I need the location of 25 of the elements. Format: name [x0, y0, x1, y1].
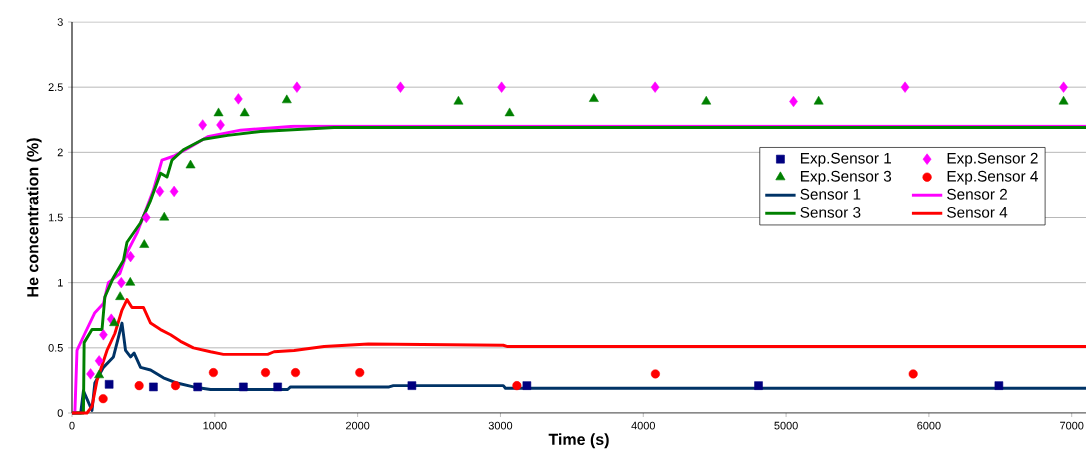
x-tick-label: 5000: [774, 421, 798, 430]
x-tick-label: 3000: [488, 421, 513, 430]
y-tick-label: 1: [58, 278, 63, 287]
legend-label: Sensor 2: [947, 188, 1007, 200]
y-tick-label: 0: [57, 409, 63, 417]
legend-label: Sensor 4: [947, 206, 1008, 218]
y-tick-label: 2.5: [48, 83, 63, 92]
legend-label: Exp.Sensor 1: [800, 152, 892, 167]
legend-label: Sensor 1: [800, 188, 861, 200]
y-tick-label: 1.5: [48, 213, 63, 222]
y-tick-label: 3: [57, 18, 63, 26]
legend-label: Exp.Sensor 3: [800, 170, 892, 185]
x-tick-label: 1000: [203, 421, 227, 430]
x-axis-title: Time (s): [548, 433, 609, 449]
x-tick-label: 4000: [631, 421, 655, 430]
y-tick-label: 2: [57, 148, 63, 157]
y-axis-title: He concentration (%): [26, 138, 42, 297]
y-tick-label: 0.5: [48, 343, 63, 352]
legend-label: Exp.Sensor 2: [947, 152, 1038, 167]
legend-label: Sensor 3: [800, 206, 861, 218]
x-tick-label: 2000: [346, 421, 370, 430]
legend-label: Exp.Sensor 4: [947, 170, 1038, 185]
x-tick-label: 7000: [1060, 421, 1084, 430]
x-tick-label: 6000: [917, 421, 941, 430]
x-tick-label: 0: [69, 421, 75, 430]
